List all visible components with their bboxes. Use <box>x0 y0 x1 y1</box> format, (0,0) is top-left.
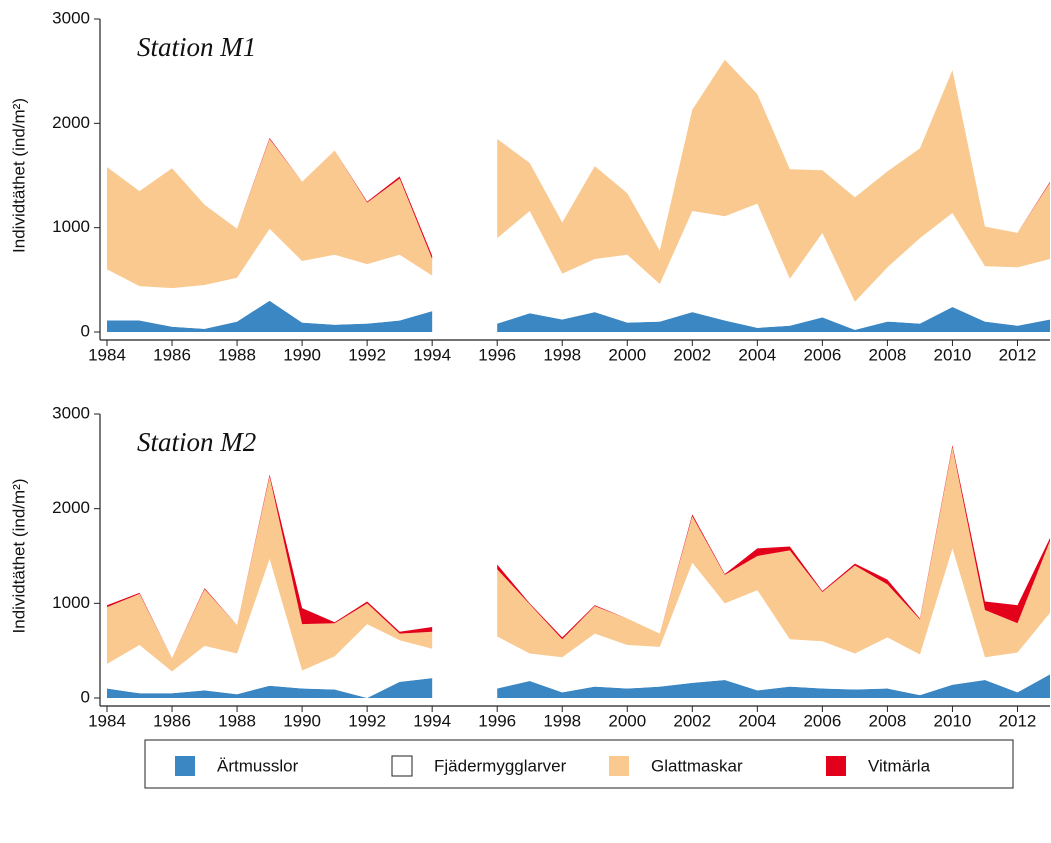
y-tick-label: 2000 <box>52 113 90 132</box>
x-tick-label: 1998 <box>543 345 581 364</box>
x-tick-label: 1996 <box>478 711 516 730</box>
area <box>107 674 1050 698</box>
x-tick-label: 1984 <box>88 711 126 730</box>
x-tick-label: 1992 <box>348 345 386 364</box>
x-tick-label: 1990 <box>283 345 321 364</box>
x-tick-label: 2000 <box>608 711 646 730</box>
area <box>107 203 1050 330</box>
legend-label: Vitmärla <box>868 756 931 775</box>
x-tick-label: 1988 <box>218 345 256 364</box>
legend-swatch <box>175 756 195 776</box>
x-tick-label: 2012 <box>999 345 1037 364</box>
x-tick-label: 1988 <box>218 711 256 730</box>
x-tick-label: 2006 <box>803 345 841 364</box>
x-tick-label: 2004 <box>738 711 776 730</box>
chart-title: Station M1 <box>137 32 256 62</box>
x-tick-label: 1986 <box>153 345 191 364</box>
x-tick-label: 2006 <box>803 711 841 730</box>
y-tick-label: 2000 <box>52 498 90 517</box>
x-tick-label: 2000 <box>608 345 646 364</box>
legend-label: Ärtmusslor <box>217 756 299 775</box>
x-tick-label: 2002 <box>673 711 711 730</box>
y-tick-label: 3000 <box>52 403 90 422</box>
x-tick-label: 2004 <box>738 345 776 364</box>
area <box>107 548 1050 698</box>
x-tick-label: 1990 <box>283 711 321 730</box>
y-tick-label: 1000 <box>52 593 90 612</box>
x-tick-label: 1984 <box>88 345 126 364</box>
legend-box <box>144 739 1014 789</box>
y-axis-label: Individtäthet (ind/m²) <box>9 479 28 634</box>
y-axis-label: Individtäthet (ind/m²) <box>9 98 28 253</box>
area <box>107 447 1050 672</box>
x-tick-label: 2010 <box>934 345 972 364</box>
chart-title: Station M2 <box>137 427 256 457</box>
x-tick-label: 1996 <box>478 345 516 364</box>
y-tick-label: 0 <box>81 321 90 340</box>
x-tick-label: 1992 <box>348 711 386 730</box>
x-tick-label: 1986 <box>153 711 191 730</box>
legend-label: Glattmaskar <box>651 756 743 775</box>
x-tick-label: 2002 <box>673 345 711 364</box>
legend-swatch <box>826 756 846 776</box>
legend-label: Fjädermygglarver <box>434 756 567 775</box>
x-tick-label: 1994 <box>413 345 451 364</box>
x-tick-label: 1998 <box>543 711 581 730</box>
area <box>107 59 1050 302</box>
x-tick-label: 2010 <box>934 711 972 730</box>
x-tick-label: 2008 <box>868 345 906 364</box>
y-tick-label: 3000 <box>52 8 90 27</box>
x-tick-label: 2012 <box>999 711 1037 730</box>
x-tick-label: 1994 <box>413 711 451 730</box>
y-tick-label: 1000 <box>52 217 90 236</box>
y-tick-label: 0 <box>81 687 90 706</box>
legend-swatch <box>609 756 629 776</box>
x-tick-label: 2008 <box>868 711 906 730</box>
legend-swatch <box>391 755 413 777</box>
area <box>107 300 1050 332</box>
